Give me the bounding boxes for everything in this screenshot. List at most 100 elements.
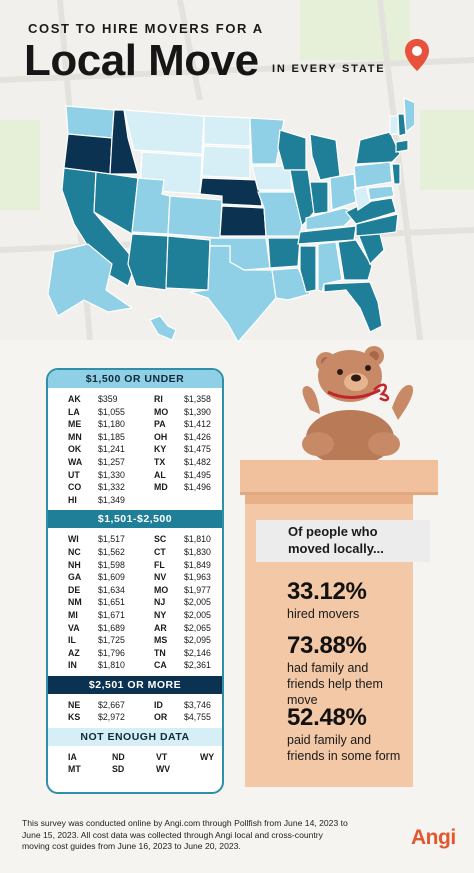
map-state-ar xyxy=(267,237,301,269)
map-state-pa xyxy=(353,161,393,189)
state-code: OK xyxy=(68,444,82,455)
state-code: ID xyxy=(154,699,163,710)
state-cost: $1,830 xyxy=(184,546,211,557)
state-cost: $4,755 xyxy=(184,712,211,723)
stat-value: 52.48% xyxy=(287,704,367,731)
state-cost: $2,095 xyxy=(184,635,211,646)
header-kicker: COST TO HIRE MOVERS FOR A xyxy=(28,21,264,36)
map-state-wa xyxy=(65,105,115,139)
state-code: IL xyxy=(68,635,76,646)
state-cost: $1,562 xyxy=(98,546,125,557)
map-state-ia xyxy=(251,165,293,191)
state-cost: $1,412 xyxy=(184,419,211,430)
angi-logo[interactable]: Angi xyxy=(411,826,456,849)
state-cost: $2,065 xyxy=(184,622,211,633)
state-code: GA xyxy=(68,572,82,583)
state-code: NJ xyxy=(154,597,166,608)
state-code: NY xyxy=(154,609,167,620)
state-code: NV xyxy=(154,572,167,583)
state-code: OR xyxy=(154,712,168,723)
state-code: AK xyxy=(68,394,81,404)
map-state-nj xyxy=(391,163,401,185)
state-cost: $1,180 xyxy=(98,419,125,430)
map-state-co xyxy=(167,195,223,239)
state-code: NE xyxy=(68,699,81,710)
tier1-grid: AK $359 RI $1,358 LA $1,055 MO $1,390 ME $1,180 PA… xyxy=(48,388,222,510)
state-code: CT xyxy=(154,546,166,557)
map-state-oh xyxy=(329,173,357,211)
state-code: VT xyxy=(156,752,168,763)
state-cost: $1,390 xyxy=(184,406,211,417)
map-state-ak xyxy=(47,243,134,317)
tier3-grid: NE $2,667 ID $3,746 KS $2,972 OR $4,755 xyxy=(48,694,222,728)
us-cost-map xyxy=(47,97,414,344)
box-label-tape xyxy=(256,520,430,562)
state-cost: $2,361 xyxy=(184,660,211,671)
map-state-ny xyxy=(355,131,401,165)
state-code: MO xyxy=(154,406,169,417)
stat-description: paid family and friends in some form xyxy=(287,733,401,763)
state-cost: $1,241 xyxy=(98,444,125,455)
map-state-ms xyxy=(299,245,317,293)
state-code: WV xyxy=(156,763,171,774)
state-cost: $2,005 xyxy=(184,609,211,620)
map-state-ks xyxy=(219,205,267,237)
map-state-az xyxy=(127,233,169,291)
state-code: CO xyxy=(68,482,82,493)
state-cost: $1,609 xyxy=(98,572,125,583)
map-pin-icon xyxy=(405,39,429,71)
no-data-grid: IA ND VT WY MT SD WV xyxy=(48,746,222,779)
map-state-la xyxy=(271,267,311,301)
state-cost: $1,185 xyxy=(98,431,125,442)
state-code: VA xyxy=(68,622,80,633)
state-cost: $2,146 xyxy=(184,647,211,658)
map-state-mt xyxy=(123,109,205,155)
state-code: TX xyxy=(154,456,166,467)
state-cost: $1,651 xyxy=(98,597,125,608)
state-cost: $1,725 xyxy=(98,635,125,646)
state-code: MS xyxy=(154,635,168,646)
state-cost: $1,475 xyxy=(184,444,211,455)
state-code: AZ xyxy=(68,647,80,658)
map-state-tx xyxy=(189,245,277,344)
state-code: MN xyxy=(68,431,82,442)
tier3-heading: $2,501 OR MORE xyxy=(48,675,222,694)
state-code: DE xyxy=(68,584,81,595)
state-cost: $1,977 xyxy=(184,584,211,595)
state-cost: $1,671 xyxy=(98,609,125,620)
state-cost: $1,810 xyxy=(98,660,125,671)
state-code: PA xyxy=(154,419,166,430)
state-code: WY xyxy=(200,752,215,763)
state-cost: $1,796 xyxy=(98,647,125,658)
state-cost: $1,495 xyxy=(184,469,211,480)
state-code: NM xyxy=(68,597,82,608)
state-cost: $1,810 xyxy=(184,534,211,545)
state-code: KS xyxy=(68,712,81,723)
state-code: SC xyxy=(154,534,167,545)
state-cost: $1,634 xyxy=(98,584,125,595)
box-label-text: Of people who moved locally... xyxy=(288,524,384,556)
state-cost: $1,257 xyxy=(98,456,125,467)
state-code: MD xyxy=(154,482,168,493)
state-cost: $359 xyxy=(98,394,118,404)
state-code: AL xyxy=(154,469,166,480)
state-cost: $1,426 xyxy=(184,431,211,442)
map-state-nm xyxy=(165,235,211,291)
state-cost: $2,667 xyxy=(98,699,125,710)
map-state-ky xyxy=(305,207,360,231)
page-subtitle: IN EVERY STATE xyxy=(272,63,386,75)
state-code: NH xyxy=(68,559,81,570)
state-code: MO xyxy=(154,584,169,595)
state-cost: $1,482 xyxy=(184,456,211,467)
state-code: ND xyxy=(112,752,125,763)
state-cost: $1,349 xyxy=(98,494,125,505)
state-code: UT xyxy=(68,469,80,480)
map-state-ct xyxy=(395,139,409,153)
no-data-heading: NOT ENOUGH DATA xyxy=(48,728,222,747)
state-cost: $2,005 xyxy=(184,597,211,608)
map-state-sd xyxy=(201,145,251,179)
tier2-heading: $1,501-$2,500 xyxy=(48,510,222,529)
state-code: LA xyxy=(68,406,80,417)
state-cost: $1,598 xyxy=(98,559,125,570)
state-code: RI xyxy=(154,394,163,404)
